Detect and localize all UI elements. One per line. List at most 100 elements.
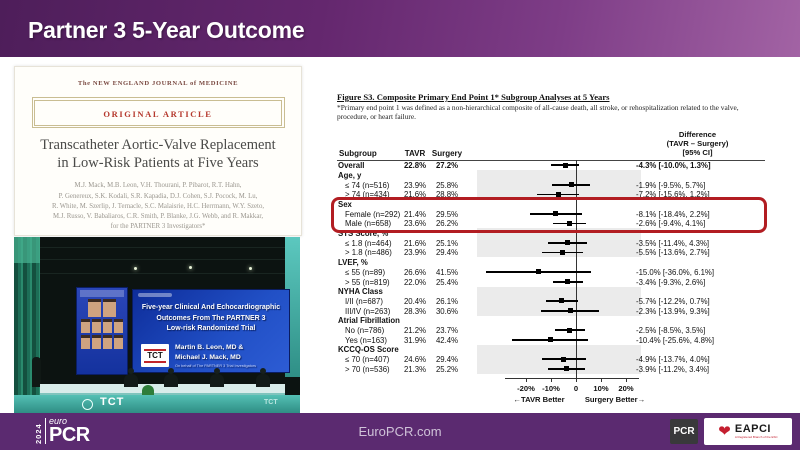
surgery-value: 25.2% xyxy=(435,364,459,374)
conference-photo: Five-year Clinical And Echocardiographic… xyxy=(14,237,300,413)
standing-person xyxy=(32,357,41,387)
pcr-text: PCR xyxy=(49,424,90,446)
subgroup-label: > 70 (n=536) xyxy=(345,364,390,374)
tavr-value: 23.6% xyxy=(403,219,427,229)
panelist xyxy=(210,368,224,387)
screen-title: Five-year Clinical And Echocardiographic… xyxy=(141,304,281,332)
subgroup-label: Sex xyxy=(338,200,352,210)
article-authors: M.J. Mack, M.B. Leon, V.H. Thourani, P. … xyxy=(51,182,265,231)
subgroup-label: ≤ 74 (n=516) xyxy=(345,180,390,190)
attendee-face xyxy=(114,319,123,333)
forest-section-header: KCCQ-OS Score xyxy=(337,345,765,355)
axis-tick-label: -10% xyxy=(542,383,560,393)
x-axis-line xyxy=(505,377,639,379)
difference-value: -15.0% [-36.0%, 6.1%] xyxy=(636,267,715,277)
point-estimate-marker xyxy=(565,279,570,285)
axis-tick-label: 20% xyxy=(618,383,634,393)
point-estimate-marker xyxy=(547,337,553,343)
stage-tct-text-right: TCT xyxy=(264,399,278,406)
tavr-value: 21.6% xyxy=(403,238,427,248)
subgroup-label: Overall xyxy=(338,161,365,171)
forest-row: ≤ 74 (n=516) 23.9% 25.8% -1.9% [-9.5%, 5.7%… xyxy=(337,180,765,190)
subgroup-label: ≤ 1.8 (n=464) xyxy=(345,238,392,248)
eapci-tagline: A Registered Branch of the ESC xyxy=(734,435,778,439)
attendee-face xyxy=(88,299,101,317)
difference-value: -3.5% [-11.4%, 4.3%] xyxy=(636,238,710,248)
attendee-face xyxy=(103,335,112,349)
zero-reference-line xyxy=(576,159,577,379)
subgroup-label: STS Score, % xyxy=(338,229,389,239)
main-presentation-screen: Five-year Clinical And Echocardiographic… xyxy=(132,289,290,373)
forest-row: ≤ 70 (n=407) 24.6% 29.4% -4.9% [-13.7%, 4.0… xyxy=(337,354,765,364)
ceiling-truss xyxy=(14,273,300,274)
ceiling-truss xyxy=(14,247,300,248)
original-article-box: ORIGINAL ARTICLE xyxy=(31,97,285,128)
figure-title: Figure S3. Composite Primary End Point 1… xyxy=(337,92,610,102)
faces-row xyxy=(77,299,127,317)
forest-row: Yes (n=163) 31.9% 42.4% -10.4% [-25.6%, 4.8… xyxy=(337,335,765,345)
difference-value: -7.2% [-15.6%, 1.2%] xyxy=(636,190,710,200)
faces-row xyxy=(77,335,127,349)
subgroup-label: Yes (n=163) xyxy=(345,335,387,345)
stage-plant xyxy=(142,385,154,397)
axis-tick xyxy=(601,377,602,382)
panelist xyxy=(164,368,178,387)
slide-title: Partner 3 5-Year Outcome xyxy=(28,17,305,43)
point-estimate-marker xyxy=(559,250,565,256)
forest-section-header: Sex xyxy=(337,199,765,209)
axis-tick xyxy=(551,377,552,382)
difference-value: -5.7% [-12.2%, 0.7%] xyxy=(636,296,710,306)
subgroup-label: KCCQ-OS Score xyxy=(338,345,399,355)
col-difference: Difference (TAVR – Surgery) [95% CI] xyxy=(666,130,729,157)
tavr-value: 21.6% xyxy=(403,190,427,200)
forest-row: Overall 22.8% 27.2% -4.3% [-10.0%, 1.3%] xyxy=(337,161,765,171)
difference-value: -2.5% [-8.5%, 3.5%] xyxy=(636,325,706,335)
surgery-value: 29.5% xyxy=(435,209,459,219)
forest-section-header: Age, y xyxy=(337,170,765,180)
subgroup-label: > 1.8 (n=486) xyxy=(345,248,392,258)
tct-logo: TCT xyxy=(141,344,169,367)
attendee-face xyxy=(114,335,123,349)
tavr-value: 21.3% xyxy=(403,364,427,374)
europcr-link[interactable]: EuroPCR.com xyxy=(358,424,442,439)
figure-s3: Figure S3. Composite Primary End Point 1… xyxy=(331,92,767,408)
tavr-value: 23.9% xyxy=(403,180,427,190)
difference-value: -8.1% [-18.4%, 2.2%] xyxy=(636,209,710,219)
tavr-value: 22.8% xyxy=(403,161,427,171)
sex-subgroup-highlight-box xyxy=(331,197,767,234)
point-estimate-marker xyxy=(567,308,573,314)
col-subgroup: Subgroup xyxy=(339,148,377,158)
point-estimate-marker xyxy=(555,191,561,197)
nejm-masthead: The NEW ENGLAND JOURNAL of MEDICINE xyxy=(77,80,239,87)
heart-icon: ❤ xyxy=(718,423,731,440)
footer-bar: 2024 euro PCR EuroPCR.com PCR ❤ EAPCI A … xyxy=(0,413,800,450)
attendee-photos-grid xyxy=(77,299,127,349)
difference-value: -3.9% [-11.2%, 3.4%] xyxy=(636,364,710,374)
surgery-value: 42.4% xyxy=(435,335,459,345)
point-estimate-marker xyxy=(563,366,569,372)
forest-section-header: LVEF, % xyxy=(337,257,765,267)
title-banner: Partner 3 5-Year Outcome xyxy=(0,0,800,57)
surgery-value: 26.1% xyxy=(435,296,459,306)
subgroup-label: Male (n=658) xyxy=(345,219,392,229)
subgroup-label: NYHA Class xyxy=(338,287,383,297)
subgroup-label: Female (n=292) xyxy=(345,209,401,219)
axis-tick-label: -20% xyxy=(517,383,535,393)
attendee-face xyxy=(81,319,90,333)
attendee-face xyxy=(81,335,90,349)
surgery-value: 25.4% xyxy=(435,277,459,287)
surgery-value: 41.5% xyxy=(435,267,459,277)
ceiling-truss xyxy=(14,259,300,260)
difference-value: -4.3% [-10.0%, 1.3%] xyxy=(636,161,711,171)
attendee-face xyxy=(103,299,116,317)
difference-value: -4.9% [-13.7%, 4.0%] xyxy=(636,355,710,365)
panelist xyxy=(124,368,138,387)
point-estimate-marker xyxy=(567,220,572,226)
subgroup-label: ≤ 55 (n=89) xyxy=(345,267,386,277)
surgery-value: 25.1% xyxy=(435,238,459,248)
subgroup-label: > 74 (n=434) xyxy=(345,190,390,200)
subgroup-label: Atrial Fibrillation xyxy=(338,316,400,326)
tavr-value: 22.0% xyxy=(403,277,427,287)
forest-table: Subgroup TAVR Surgery Difference (TAVR –… xyxy=(331,128,767,408)
